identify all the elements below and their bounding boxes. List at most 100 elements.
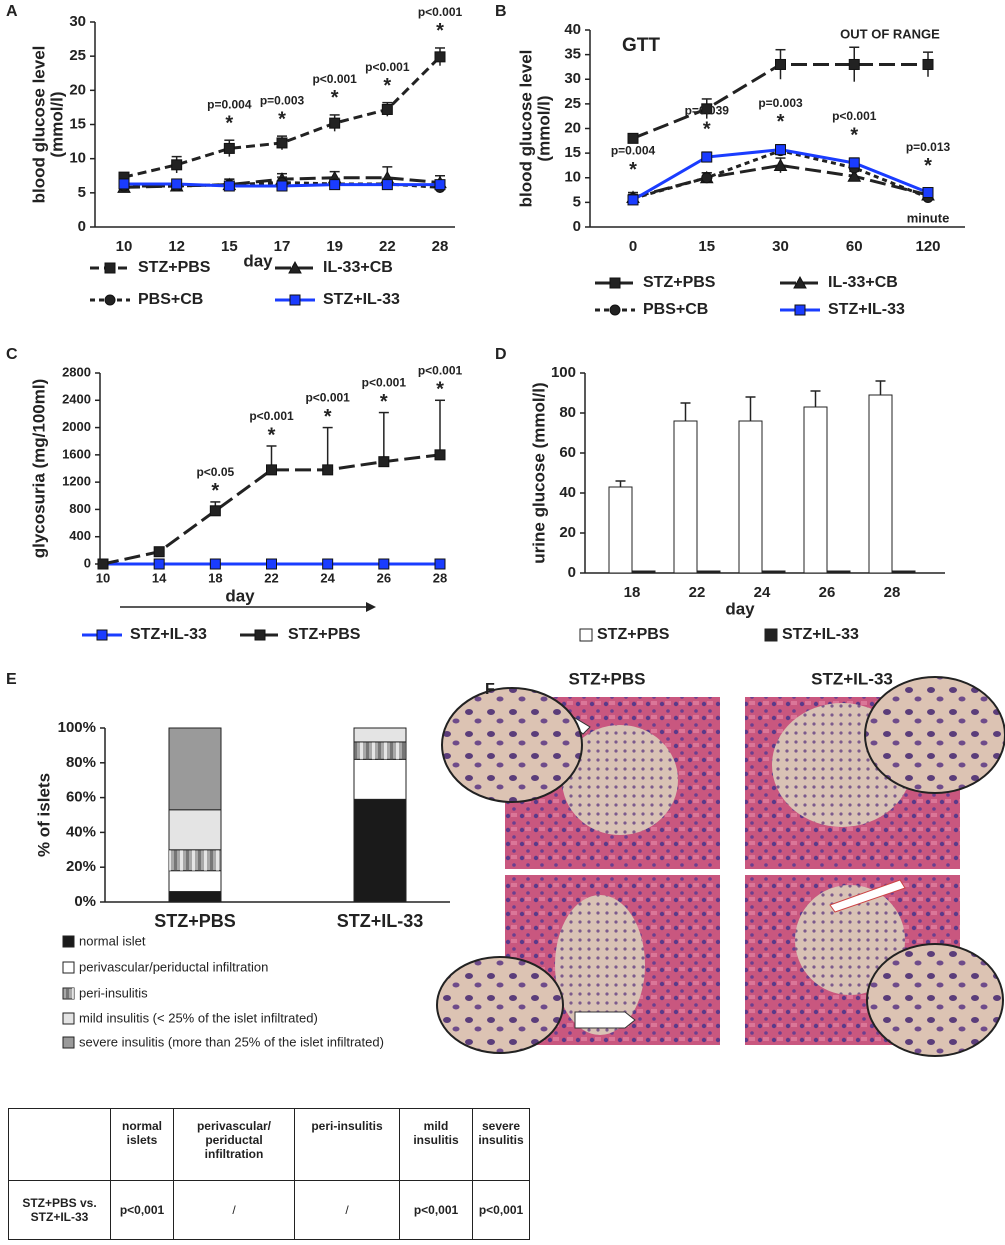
bar-segment <box>168 891 222 903</box>
marker <box>378 456 390 468</box>
legend-swatch <box>62 961 75 974</box>
x-tick-label: 24 <box>320 570 335 585</box>
x-tick-label: 22 <box>689 584 706 601</box>
legend-label: STZ+IL-33 <box>828 301 905 318</box>
series-line <box>632 163 929 199</box>
significance-star: * <box>777 111 785 133</box>
chart-title: GTT <box>622 35 660 56</box>
table-cell <box>8 1108 111 1181</box>
marker <box>701 172 713 184</box>
stripe-overlay <box>63 988 74 999</box>
p-value: p=0.003 <box>260 93 305 107</box>
legend-label: peri-insulitis <box>79 985 148 1000</box>
bar <box>608 486 633 574</box>
x-tick-label: 17 <box>274 238 291 255</box>
marker <box>922 187 934 199</box>
legend-marker <box>288 260 302 274</box>
marker <box>381 179 393 191</box>
x-tick-label: STZ+IL-33 <box>337 911 424 931</box>
marker <box>171 159 183 171</box>
y-tick-label: 30 <box>69 13 86 30</box>
marker <box>276 137 288 149</box>
x-tick-label: 24 <box>754 584 771 601</box>
table-header-cell: normal islets <box>110 1108 174 1181</box>
y-tick-label: 20% <box>66 858 96 875</box>
y-tick-label: 35 <box>564 46 581 63</box>
legend-marker <box>104 294 116 306</box>
panel-label: E <box>6 671 17 688</box>
x-tick-label: 28 <box>433 570 447 585</box>
y-tick-label: 100% <box>58 719 96 736</box>
bar-segment <box>168 809 222 851</box>
y-tick-label: 20 <box>564 119 581 136</box>
legend-marker <box>254 629 266 641</box>
y-tick-label: 0 <box>568 564 576 581</box>
bar <box>803 406 828 574</box>
legend-label: STZ+PBS <box>138 259 211 276</box>
marker <box>434 51 446 63</box>
legend-label: STZ+PBS <box>597 626 670 643</box>
p-value: p<0.001 <box>249 409 294 423</box>
legend-label: perivascular/periductal infiltration <box>79 959 268 974</box>
legend-label: PBS+CB <box>643 301 708 318</box>
error-bar <box>745 396 756 421</box>
legend-label: STZ+IL-33 <box>130 626 207 643</box>
legend-label: STZ+PBS <box>643 274 716 291</box>
marker <box>434 558 446 570</box>
panel-label: B <box>495 3 507 20</box>
y-tick-label: 0 <box>573 218 581 235</box>
significance-star: * <box>924 155 932 177</box>
table-header-cell: mild insulitis <box>399 1108 473 1181</box>
table-row: STZ+PBS vs. STZ+IL-33 p<0,001 / / p<0,00… <box>8 1180 530 1240</box>
x-tick-label: STZ+PBS <box>154 911 236 931</box>
x-tick-label: 28 <box>432 238 449 255</box>
x-tick-label: 0 <box>629 238 637 255</box>
table-header-cell: peri-insulitis <box>294 1108 400 1181</box>
marker <box>153 546 165 558</box>
marker <box>773 158 788 171</box>
legend-swatch <box>62 1012 75 1025</box>
y-tick-label: 15 <box>69 115 86 132</box>
table-header-cell: perivascular/ periductal infiltration <box>173 1108 295 1181</box>
y-tick-label: 10 <box>69 150 86 167</box>
p-value: p<0.001 <box>362 376 407 390</box>
stripe-overlay <box>169 849 221 871</box>
marker <box>701 103 713 115</box>
y-tick-label: 25 <box>564 95 581 112</box>
p-value: p=0.004 <box>207 97 252 111</box>
marker <box>434 179 446 191</box>
x-tick-label: 28 <box>884 584 901 601</box>
y-tick-label: 5 <box>78 184 86 201</box>
islet <box>795 885 905 995</box>
y-tick-label: 2000 <box>62 419 91 434</box>
table-cell: p<0,001 <box>472 1180 530 1240</box>
bar <box>631 570 656 574</box>
error-bar <box>615 480 626 487</box>
y-tick-label: 1600 <box>62 446 91 461</box>
y-tick-label: 0 <box>78 218 86 235</box>
y-tick-label: 40 <box>559 484 576 501</box>
legend-swatch <box>62 935 75 948</box>
x-tick-label: 12 <box>168 238 185 255</box>
marker <box>266 464 277 476</box>
significance-star: * <box>629 159 637 181</box>
inset <box>441 687 583 803</box>
y-tick-label: 100 <box>551 364 576 381</box>
legend-marker <box>609 277 621 289</box>
bar <box>738 420 763 574</box>
islet <box>562 725 678 835</box>
p-value: p=0.039 <box>685 103 730 117</box>
islet <box>555 895 645 1035</box>
x-tick-label: 15 <box>221 238 238 255</box>
marker <box>381 103 393 115</box>
legend-label: severe insulitis (more than 25% of the i… <box>79 1034 384 1049</box>
x-tick-label: 60 <box>846 238 863 255</box>
p-value: p<0.001 <box>312 72 357 86</box>
marker <box>775 58 786 70</box>
marker <box>266 558 277 570</box>
inset <box>436 956 564 1054</box>
p-value: p<0.001 <box>418 5 463 19</box>
marker <box>922 58 934 70</box>
bar <box>761 570 786 574</box>
